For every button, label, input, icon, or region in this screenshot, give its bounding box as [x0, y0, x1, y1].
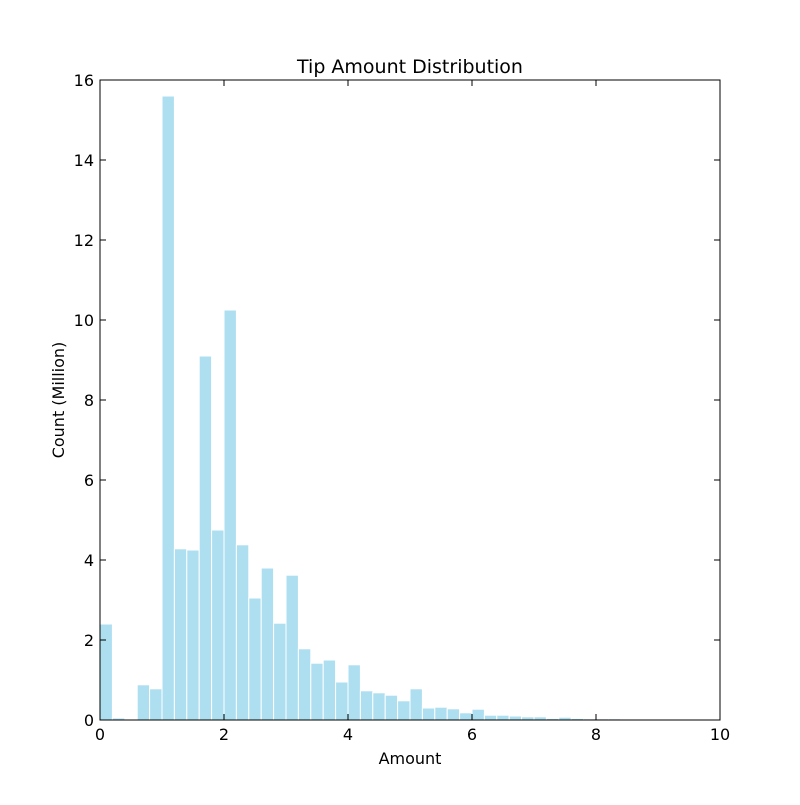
- histogram-bar: [373, 693, 385, 720]
- y-tick-label: 4: [84, 551, 94, 570]
- y-tick-label: 8: [84, 391, 94, 410]
- y-tick-label: 14: [74, 151, 94, 170]
- histogram-bar: [460, 713, 472, 720]
- chart-title: Tip Amount Distribution: [296, 56, 523, 78]
- x-tick-label: 10: [710, 725, 730, 744]
- histogram-bar: [236, 545, 248, 720]
- histogram-bar: [360, 691, 372, 720]
- y-tick-label: 2: [84, 631, 94, 650]
- histogram-bar: [274, 623, 286, 720]
- y-tick-label: 12: [74, 231, 94, 250]
- histogram-bar: [212, 530, 224, 720]
- y-axis-label: Count (Million): [49, 342, 68, 459]
- histogram-bar: [435, 707, 447, 720]
- histogram-bar: [509, 716, 521, 720]
- histogram-bar: [174, 549, 186, 720]
- histogram-bar: [472, 709, 484, 720]
- histogram-bar: [348, 665, 360, 720]
- histogram-bar: [336, 682, 348, 720]
- histogram-bar: [137, 685, 149, 720]
- histogram-bar: [249, 598, 261, 720]
- x-tick-label: 8: [591, 725, 601, 744]
- histogram-bar: [187, 550, 199, 720]
- y-tick-label: 6: [84, 471, 94, 490]
- histogram-bar: [497, 715, 509, 720]
- histogram-bar: [422, 708, 434, 720]
- x-axis-label: Amount: [379, 749, 442, 768]
- histogram-bar: [261, 568, 273, 720]
- histogram-bar: [150, 689, 162, 720]
- y-tick-label: 10: [74, 311, 94, 330]
- x-tick-label: 6: [467, 725, 477, 744]
- x-tick-label: 0: [95, 725, 105, 744]
- y-tick-label: 0: [84, 711, 94, 730]
- histogram-bar: [323, 660, 335, 720]
- y-tick-label: 16: [74, 71, 94, 90]
- histogram-bar: [224, 310, 236, 720]
- histogram-bar: [199, 356, 211, 720]
- histogram-bar: [162, 96, 174, 720]
- histogram-bar: [385, 695, 397, 720]
- histogram-bar: [484, 715, 496, 720]
- histogram-bar: [447, 709, 459, 720]
- histogram-bar: [286, 575, 298, 720]
- histogram-bar: [100, 624, 112, 720]
- x-tick-label: 2: [219, 725, 229, 744]
- x-tick-label: 4: [343, 725, 353, 744]
- histogram-bar: [410, 689, 422, 720]
- histogram-bar: [298, 649, 310, 720]
- histogram-bar: [311, 663, 323, 720]
- histogram-bar: [398, 701, 410, 720]
- bars-group: [100, 96, 695, 720]
